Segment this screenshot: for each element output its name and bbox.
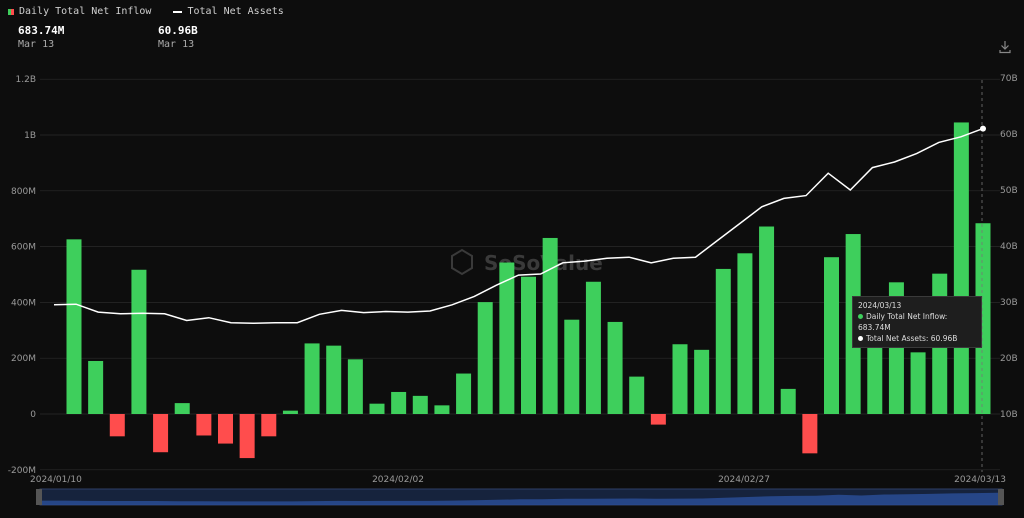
inflow-bar[interactable] <box>629 376 645 414</box>
inflow-bar[interactable] <box>261 414 277 437</box>
inflow-bar[interactable] <box>434 405 450 414</box>
tooltip-assets: Total Net Assets: 60.96B <box>858 333 976 344</box>
assets-readout-date: Mar 13 <box>158 39 195 50</box>
x-tick-label: 2024/01/10 <box>30 475 82 485</box>
left-tick-label: 1B <box>24 131 36 141</box>
inflow-swatch <box>8 8 14 15</box>
inflow-bar[interactable] <box>304 343 320 414</box>
inflow-bar[interactable] <box>196 414 212 436</box>
left-tick-label: 200M <box>11 354 36 364</box>
inflow-bar[interactable] <box>759 226 775 414</box>
inflow-bar[interactable] <box>499 262 515 414</box>
legend-item-inflow[interactable]: Daily Total Net Inflow <box>8 6 151 17</box>
tooltip-inflow-text: Daily Total Net Inflow: 683.74M <box>858 312 948 332</box>
left-tick-label: 1.2B <box>16 75 37 85</box>
right-tick-label: 10B <box>1000 410 1018 420</box>
inflow-bar[interactable] <box>66 239 82 414</box>
assets-readout: 60.96B Mar 13 <box>158 24 198 50</box>
inflow-readout: 683.74M Mar 13 <box>18 24 64 50</box>
x-axis: 2024/01/10 2024/02/02 2024/02/27 2024/03/13 <box>30 475 1006 485</box>
right-tick-label: 20B <box>1000 354 1018 364</box>
inflow-bars <box>66 122 991 459</box>
chart-legend: Daily Total Net Inflow Total Net Assets <box>8 6 284 17</box>
right-tick-label: 30B <box>1000 298 1018 308</box>
left-tick-label: 0 <box>30 410 36 420</box>
slider-preview <box>42 492 998 505</box>
right-tick-label: 40B <box>1000 242 1018 252</box>
inflow-bar[interactable] <box>88 360 104 414</box>
assets-line <box>53 127 984 325</box>
slider-handle-right[interactable] <box>998 489 1004 505</box>
watermark-logo-icon <box>451 248 473 276</box>
legend-inflow-label: Daily Total Net Inflow <box>19 6 152 17</box>
left-tick-label: 800M <box>11 187 36 197</box>
x-tick-label: 2024/03/13 <box>954 475 1006 485</box>
tooltip-assets-text: Total Net Assets: 60.96B <box>866 334 958 343</box>
inflow-bar[interactable] <box>326 345 342 414</box>
inflow-bar[interactable] <box>694 349 710 414</box>
inflow-bar[interactable] <box>824 257 839 414</box>
assets-end-marker <box>980 125 986 132</box>
legend-item-assets[interactable]: Total Net Assets <box>173 6 284 17</box>
inflow-bar[interactable] <box>953 122 969 414</box>
right-tick-label: 60B <box>1000 130 1018 140</box>
slider-handle-left[interactable] <box>36 489 42 505</box>
inflow-bar[interactable] <box>650 414 666 425</box>
assets-readout-value: 60.96B <box>158 24 198 37</box>
inflow-bar[interactable] <box>282 410 298 414</box>
inflow-bar[interactable] <box>347 359 363 414</box>
inflow-readout-value: 683.74M <box>18 24 65 37</box>
inflow-bar[interactable] <box>780 388 796 414</box>
inflow-bar[interactable] <box>369 403 385 414</box>
grid-lines <box>40 78 1000 471</box>
tooltip-date: 2024/03/13 <box>858 301 902 310</box>
inflow-bar[interactable] <box>564 319 580 414</box>
inflow-readout-date: Mar 13 <box>18 39 55 50</box>
inflow-bar[interactable] <box>391 391 407 414</box>
left-tick-label: 600M <box>11 243 36 253</box>
right-axis: 10B 20B 30B 40B 50B 60B 70B <box>1000 74 1018 420</box>
x-tick-label: 2024/02/02 <box>372 475 424 485</box>
range-slider[interactable] <box>36 488 1004 506</box>
inflow-bar[interactable] <box>412 395 428 414</box>
inflow-bar[interactable] <box>456 373 472 414</box>
tooltip-assets-dot <box>858 336 863 341</box>
inflow-bar[interactable] <box>802 414 818 454</box>
left-axis: -200M 0 200M 400M 600M 800M 1B 1.2B <box>8 75 36 476</box>
inflow-bar[interactable] <box>131 269 147 414</box>
inflow-bar[interactable] <box>737 253 753 414</box>
left-tick-label: 400M <box>11 298 36 308</box>
tooltip: 2024/03/13 Daily Total Net Inflow: 683.7… <box>852 296 982 348</box>
assets-swatch <box>173 10 183 13</box>
inflow-bar[interactable] <box>239 414 255 459</box>
tooltip-inflow-dot <box>858 314 863 319</box>
right-tick-label: 50B <box>1000 186 1018 196</box>
inflow-bar[interactable] <box>585 281 601 414</box>
inflow-bar[interactable] <box>218 414 233 444</box>
right-tick-label: 70B <box>1000 74 1018 84</box>
inflow-bar[interactable] <box>975 223 991 414</box>
inflow-bar[interactable] <box>672 344 688 414</box>
inflow-bar[interactable] <box>477 302 493 414</box>
inflow-bar[interactable] <box>910 352 926 414</box>
inflow-bar[interactable] <box>542 237 558 414</box>
legend-assets-label: Total Net Assets <box>187 6 284 17</box>
watermark: SoSoValue <box>451 248 603 276</box>
tooltip-inflow: Daily Total Net Inflow: 683.74M <box>858 311 976 333</box>
left-tick-label: -200M <box>8 466 36 476</box>
inflow-bar[interactable] <box>715 268 731 414</box>
inflow-bar[interactable] <box>174 403 190 414</box>
x-tick-label: 2024/02/27 <box>718 475 770 485</box>
inflow-bar[interactable] <box>153 414 169 453</box>
inflow-bar[interactable] <box>109 414 125 437</box>
download-icon[interactable] <box>998 40 1012 54</box>
inflow-bar[interactable] <box>607 321 623 414</box>
inflow-bar[interactable] <box>521 276 536 414</box>
inflow-bar[interactable] <box>867 333 883 414</box>
